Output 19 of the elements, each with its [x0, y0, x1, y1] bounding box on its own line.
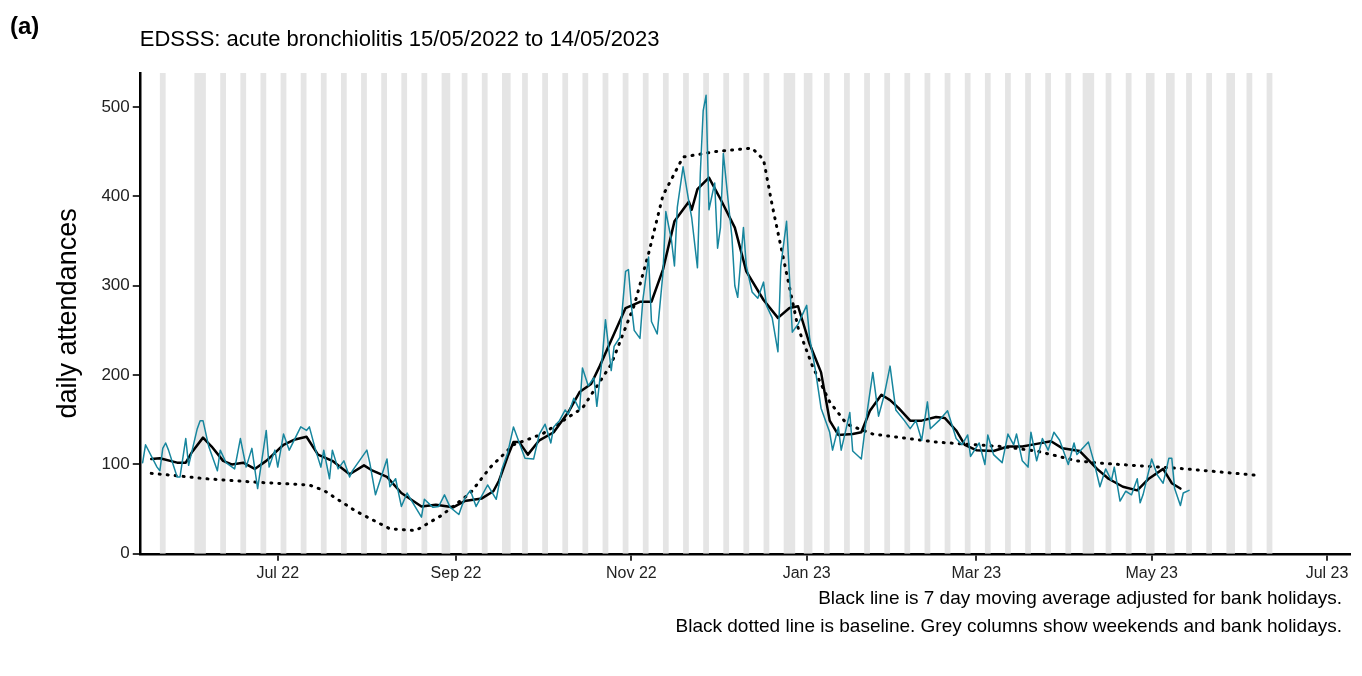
text: Black dotted line is baseline. Grey columns show weekends and bank holidays.: [675, 614, 1342, 636]
chart-title: EDSSS: acute bronchiolitis 15/05/2022 to 14/05/2023: [139, 26, 660, 51]
y-tick-label: 300: [101, 275, 130, 295]
line-series: [149, 146, 1257, 533]
y-tick-label: 0: [120, 543, 130, 563]
y-tick-label: 500: [101, 96, 130, 116]
x-tick-label: Jul 23: [1305, 563, 1349, 581]
y-tick-label: 400: [101, 186, 130, 206]
text: Black line is 7 day moving average adjusted for bank holidays.: [818, 586, 1342, 608]
text: (a): [10, 12, 40, 39]
x-tick-label: Jul 22: [256, 563, 300, 581]
x-tick-label: May 23: [1125, 563, 1178, 581]
x-tick-label: Mar 23: [951, 563, 1002, 581]
x-tick-label: Jan 23: [782, 563, 831, 581]
y-tick-label: 100: [101, 454, 130, 474]
x-tick-label: Nov 22: [605, 563, 657, 581]
y-axis-title: daily attendances: [51, 208, 82, 419]
x-tick-label: Sep 22: [430, 563, 482, 581]
y-tick-label: 200: [101, 364, 130, 384]
